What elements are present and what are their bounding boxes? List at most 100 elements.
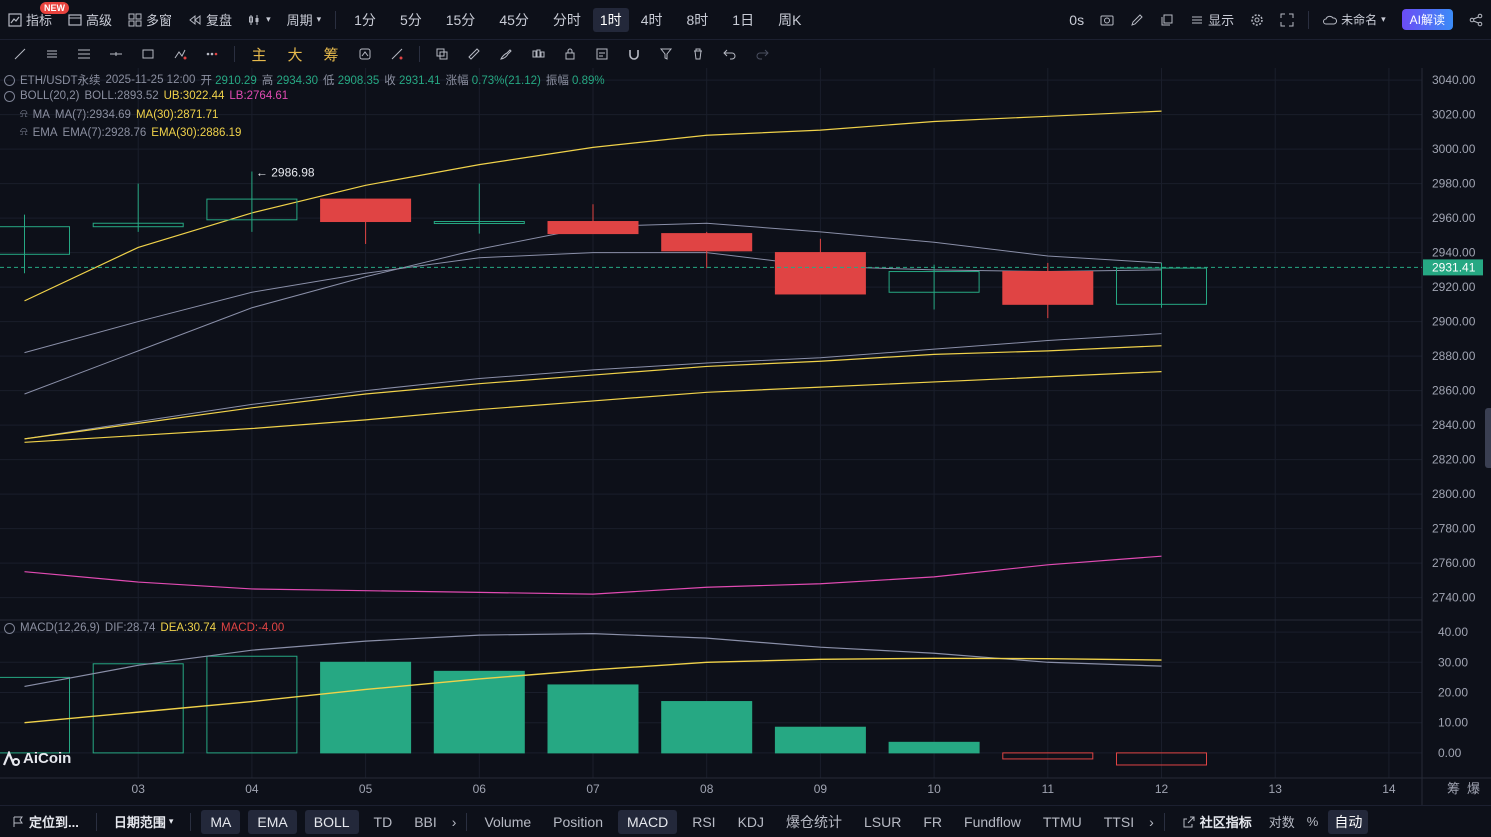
delete-tool[interactable]: [682, 40, 714, 68]
replay-button[interactable]: 复盘: [180, 0, 240, 40]
lock-tool[interactable]: [554, 40, 586, 68]
filter-tool[interactable]: [650, 40, 682, 68]
period-2[interactable]: 15分: [445, 11, 476, 28]
bell-icon[interactable]: ⍾: [20, 126, 28, 138]
sub-indicator-6[interactable]: LSUR: [864, 813, 902, 830]
settings-button[interactable]: [1242, 0, 1272, 40]
percent-scale-toggle[interactable]: %: [1306, 814, 1319, 829]
sub-indicator-5[interactable]: 爆仓统计: [786, 813, 843, 830]
collapse-icon[interactable]: [4, 622, 15, 634]
rect-tool[interactable]: [132, 40, 164, 68]
sub-indicator-10[interactable]: TTSI: [1103, 813, 1135, 830]
period-5[interactable]: 1时: [592, 7, 629, 32]
popout-button[interactable]: [1152, 0, 1182, 40]
collapse-icon[interactable]: [4, 90, 15, 102]
channel-tool[interactable]: [36, 40, 68, 68]
redo-button[interactable]: [746, 40, 778, 68]
more-icon: [206, 52, 218, 56]
chips-toggle[interactable]: 筹: [323, 46, 339, 64]
ai-read-button[interactable]: AI解读: [1401, 9, 1453, 30]
undo-button[interactable]: [714, 40, 746, 68]
period-dropdown[interactable]: 周期 ▾: [279, 0, 330, 40]
period-4[interactable]: 分时: [552, 11, 581, 28]
ma-name[interactable]: MA: [32, 108, 50, 121]
sub-indicator-1[interactable]: Position: [553, 813, 603, 830]
compare-icon: [359, 48, 371, 60]
collapse-icon[interactable]: [4, 74, 15, 86]
ema30-line: [24, 345, 1162, 440]
undo-icon: [723, 49, 736, 60]
sub-indicator-0[interactable]: Volume: [484, 813, 532, 830]
period-9[interactable]: 周K: [778, 11, 802, 28]
boll-lower-line: [24, 555, 1162, 595]
note-tool[interactable]: [586, 40, 618, 68]
main-indicator-boll[interactable]: BOLL: [304, 809, 359, 834]
main-indicator-td[interactable]: TD: [373, 813, 393, 830]
compare-tool[interactable]: [349, 40, 381, 68]
top-right-tools: 0s 显示 未命名 ▾ AI解读: [1061, 0, 1491, 40]
boll-name[interactable]: BOLL(20,2): [20, 90, 80, 102]
fullscreen-button[interactable]: [1272, 0, 1302, 40]
candles-tool[interactable]: [522, 40, 554, 68]
sub-indicator-3[interactable]: RSI: [692, 813, 716, 830]
period-0[interactable]: 1分: [354, 11, 376, 28]
bottom-bar: 定位到... 日期范围 ▾ MA EMA BOLL TD BBI › Volume Posi…: [0, 805, 1491, 837]
measure-tool[interactable]: [381, 40, 413, 68]
main-indicator-ema[interactable]: EMA: [248, 809, 297, 834]
sub-indicator-4[interactable]: KDJ: [737, 813, 765, 830]
period-list: 1分 5分 15分 45分 分时 1时 4时 8时 1日 周K: [342, 0, 813, 40]
screenshot-button[interactable]: [1092, 0, 1122, 40]
date-range-dropdown[interactable]: 日期范围 ▾: [103, 806, 185, 837]
close-value: 2931.41: [399, 75, 441, 87]
period-6[interactable]: 4时: [640, 11, 663, 28]
period-8[interactable]: 1日: [732, 11, 755, 28]
chevron-right-icon[interactable]: ›: [1149, 813, 1154, 830]
sub-indicator-8[interactable]: Fundflow: [964, 813, 1021, 830]
sub-indicator-7[interactable]: FR: [923, 813, 943, 830]
advanced-button[interactable]: 高级: [60, 0, 120, 40]
sub-indicator-2[interactable]: MACD: [617, 809, 678, 834]
brush-tool[interactable]: [490, 40, 522, 68]
chart-type-button[interactable]: ▾: [240, 0, 279, 40]
copy-tool[interactable]: [426, 40, 458, 68]
main-chart-toggle[interactable]: 主: [251, 46, 267, 64]
macd-name[interactable]: MACD(12,26,9): [20, 622, 100, 634]
top-toolbar: 指标 NEW 高级 多窗 复盘 ▾ 周期 ▾ 1分 5分 15分 45分 分时 1时 4时 8…: [0, 0, 1491, 40]
low-label: 低: [323, 75, 335, 87]
pattern-tool[interactable]: [164, 40, 196, 68]
chevron-right-icon[interactable]: ›: [451, 813, 457, 830]
share-button[interactable]: [1461, 0, 1491, 40]
period-1[interactable]: 5分: [399, 11, 422, 28]
layout-dropdown[interactable]: 未命名 ▾: [1315, 0, 1394, 40]
display-button[interactable]: 显示: [1182, 0, 1242, 40]
auto-scale-toggle[interactable]: 自动: [1328, 809, 1369, 834]
ruler-tool[interactable]: [458, 40, 490, 68]
chips-axis-label: 筹: [1447, 781, 1460, 797]
period-7[interactable]: 8时: [686, 11, 709, 28]
main-indicator-ma[interactable]: MA: [201, 809, 241, 834]
trendline-tool[interactable]: [4, 40, 36, 68]
magnet-tool[interactable]: [618, 40, 650, 68]
community-indicators-button[interactable]: 社区指标: [1171, 806, 1263, 837]
chart-canvas[interactable]: 3040.00 3020.00 3000.00 2980.00 2960.00 2940.…: [0, 68, 1491, 805]
divider: [466, 812, 468, 831]
fib-tool[interactable]: [68, 40, 100, 68]
log-scale-toggle[interactable]: 对数: [1268, 815, 1295, 830]
measure-icon: [391, 48, 403, 60]
main-indicator-bbi[interactable]: BBI: [414, 813, 437, 830]
share-icon: [1469, 13, 1483, 26]
draw-button[interactable]: [1122, 0, 1152, 40]
sub-indicator-9[interactable]: TTMU: [1042, 813, 1082, 830]
locate-button[interactable]: 定位到...: [0, 806, 90, 837]
indicators-button[interactable]: 指标 NEW: [0, 0, 69, 40]
side-panel-handle[interactable]: [1485, 408, 1491, 468]
hline-tool[interactable]: [100, 40, 132, 68]
price-tick-label: 3020.00: [1432, 108, 1476, 122]
bell-icon[interactable]: ⍾: [20, 108, 28, 120]
big-order-toggle[interactable]: 大: [287, 46, 303, 64]
ema-name[interactable]: EMA: [32, 126, 58, 139]
low-value: 2908.35: [337, 75, 380, 87]
more-tools[interactable]: [196, 40, 228, 68]
multi-window-button[interactable]: 多窗: [120, 0, 180, 40]
period-3[interactable]: 45分: [499, 11, 529, 28]
